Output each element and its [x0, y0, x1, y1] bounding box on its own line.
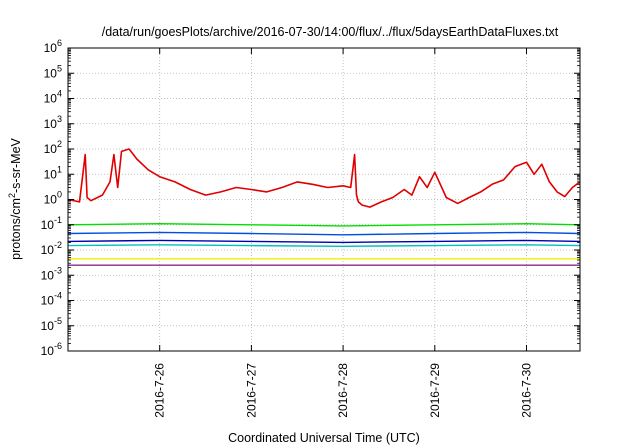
x-tick-label: 2016-7-28: [336, 363, 350, 418]
y-tick-label: 10-5: [41, 316, 62, 333]
x-tick-label: 2016-7-29: [428, 363, 442, 418]
y-tick-label: 106: [44, 38, 62, 55]
series-line-2: [67, 231, 581, 236]
y-tick-label: 105: [44, 63, 62, 80]
y-tick-label: 10-2: [41, 240, 62, 257]
y-tick-label: 10-1: [41, 215, 62, 232]
y-axis-label-pre: protons/cm: [9, 198, 23, 260]
y-tick-label: 101: [44, 164, 62, 181]
grid-lines: [68, 48, 580, 351]
data-series: [67, 148, 581, 266]
y-tick-label: 103: [44, 114, 62, 131]
y-tick-label: 10-6: [41, 341, 62, 358]
x-tick-label: 2016-7-27: [244, 363, 258, 418]
axis-ticks: 10-6 10-5 10-4 10-3 10-2 10-1 100 101 102 103 104 1…: [41, 38, 580, 418]
x-tick-label: 2016-7-30: [520, 363, 534, 418]
y-axis-label: protons/cm2-s-sr-MeV: [7, 137, 23, 259]
y-tick-label: 10-4: [41, 291, 62, 308]
chart-title: /data/run/goesPlots/archive/2016-07-30/1…: [102, 25, 559, 39]
y-tick-label: 10-3: [41, 265, 62, 282]
y-tick-label: 100: [44, 190, 62, 207]
series-line-1: [67, 222, 581, 227]
y-tick-label: 102: [44, 139, 62, 156]
series-line-0: [67, 148, 581, 208]
y-tick-label: 104: [44, 89, 62, 106]
y-axis-label-sup: 2: [7, 193, 17, 198]
y-axis-label-post: -s-sr-MeV: [9, 137, 23, 193]
series-line-4: [67, 239, 581, 244]
x-tick-label: 2016-7-26: [153, 363, 167, 418]
x-axis-label: Coordinated Universal Time (UTC): [228, 431, 420, 445]
series-line-3: [67, 244, 581, 248]
